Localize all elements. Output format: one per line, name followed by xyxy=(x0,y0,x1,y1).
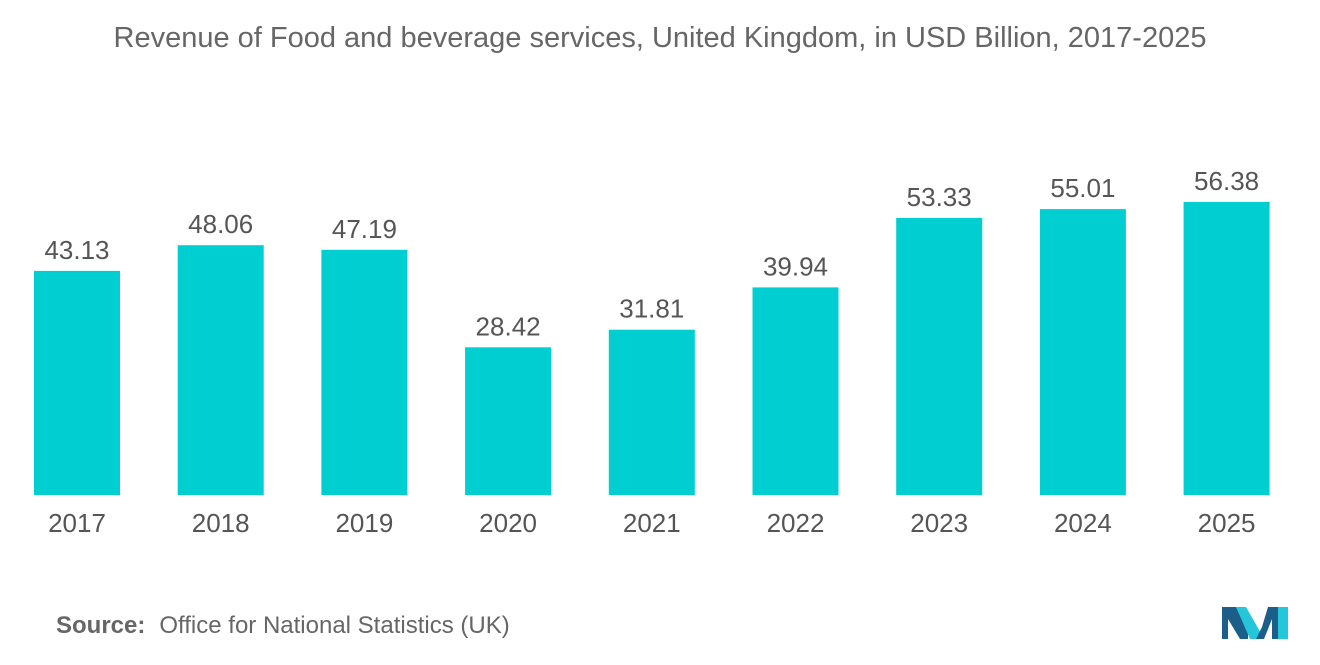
x-tick-label-2021: 2021 xyxy=(623,508,681,538)
value-label-2022: 39.94 xyxy=(763,251,828,281)
value-label-2019: 47.19 xyxy=(332,214,397,244)
value-label-2021: 31.81 xyxy=(619,294,684,324)
x-tick-label-2024: 2024 xyxy=(1054,508,1112,538)
value-label-2025: 56.38 xyxy=(1194,166,1259,196)
bar-2018 xyxy=(177,245,264,495)
source-label: Source: xyxy=(56,612,146,639)
x-tick-label-2019: 2019 xyxy=(335,508,393,538)
value-label-2024: 55.01 xyxy=(1050,173,1115,203)
x-tick-label-2022: 2022 xyxy=(767,508,825,538)
chart-title: Revenue of Food and beverage services, U… xyxy=(113,22,1207,54)
source-text: Office for National Statistics (UK) xyxy=(159,612,510,639)
source-note: Source: Office for National Statistics (U… xyxy=(56,612,510,640)
x-tick-label-2023: 2023 xyxy=(910,508,968,538)
value-label-2018: 48.06 xyxy=(188,209,253,239)
bar-2023 xyxy=(896,217,983,495)
bar-2024 xyxy=(1039,209,1126,495)
bar-2021 xyxy=(608,329,695,495)
x-tick-label-2018: 2018 xyxy=(192,508,250,538)
bar-2017 xyxy=(34,270,120,495)
x-tick-label-2025: 2025 xyxy=(1198,508,1256,538)
value-label-2020: 28.42 xyxy=(476,311,541,341)
x-tick-label-2020: 2020 xyxy=(479,508,537,538)
bar-2020 xyxy=(465,347,552,495)
bar-2025 xyxy=(1183,202,1270,495)
x-tick-label-2017: 2017 xyxy=(48,508,106,538)
value-label-2023: 53.33 xyxy=(907,182,972,212)
mordor-intelligence-logo-icon xyxy=(1222,607,1288,639)
bar-2019 xyxy=(321,249,408,495)
bar-2022 xyxy=(752,287,839,495)
value-label-2017: 43.13 xyxy=(44,235,109,265)
